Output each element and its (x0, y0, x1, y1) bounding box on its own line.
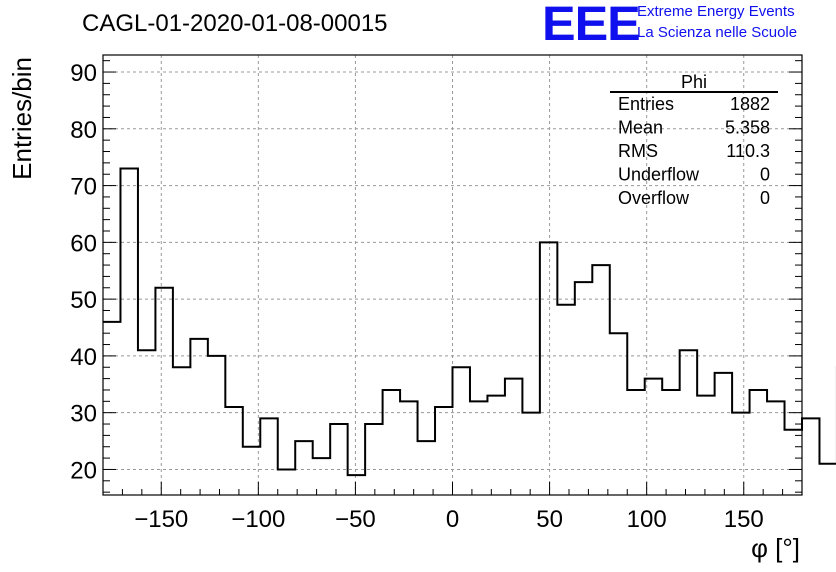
stats-row-label: Entries (618, 94, 674, 114)
stats-row-value: 110.3 (726, 141, 770, 161)
y-tick-label: 80 (70, 117, 97, 144)
y-axis-label: Entries/bin (7, 57, 37, 180)
stats-row-value: 0 (760, 188, 770, 208)
x-tick-label: 50 (536, 506, 563, 533)
x-tick-label: 0 (446, 506, 459, 533)
logo-line-2: La Scienza nelle Scuole (637, 24, 798, 41)
x-tick-labels: −150 −100 −50 0 50 100 150 (134, 506, 764, 533)
chart-title: CAGL-01-2020-01-08-00015 (82, 10, 388, 37)
y-tick-labels: 20 30 40 50 60 70 80 90 (70, 60, 97, 484)
stats-row-label: RMS (618, 141, 658, 161)
x-axis-label: φ [°] (751, 533, 800, 563)
y-tick-label: 20 (70, 457, 97, 484)
stats-box: Phi Entries 1882 Mean 5.358 RMS 110.3 Underflo… (610, 72, 778, 208)
stats-row-label: Underflow (618, 165, 700, 185)
stats-row-value: 0 (760, 165, 770, 185)
stats-title: Phi (681, 72, 707, 92)
stats-row-label: Overflow (618, 188, 690, 208)
stats-row-label: Mean (618, 118, 663, 138)
logo-line-1: Extreme Energy Events (637, 3, 795, 20)
stats-row-value: 1882 (730, 94, 770, 114)
y-tick-label: 40 (70, 344, 97, 371)
eee-logo: EEE (542, 0, 641, 51)
y-tick-label: 60 (70, 230, 97, 257)
x-tick-label: 100 (627, 506, 667, 533)
x-tick-label: −50 (335, 506, 376, 533)
y-tick-label: 90 (70, 60, 97, 87)
x-tick-label: −100 (231, 506, 285, 533)
y-tick-label: 50 (70, 287, 97, 314)
axis-ticks (102, 60, 803, 495)
y-tick-label: 30 (70, 401, 97, 428)
stats-row-value: 5.358 (725, 118, 770, 138)
x-tick-label: 150 (724, 506, 764, 533)
histogram-outline (103, 167, 836, 477)
grid-lines (103, 55, 802, 495)
y-tick-label: 70 (70, 174, 97, 201)
x-tick-label: −150 (134, 506, 188, 533)
